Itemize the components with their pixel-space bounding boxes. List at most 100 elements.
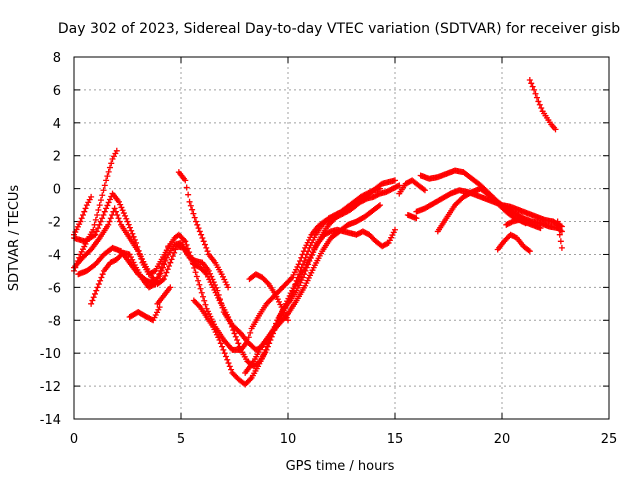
series-track-20 xyxy=(396,177,428,197)
data-point xyxy=(394,183,401,190)
data-point xyxy=(396,182,403,189)
data-point xyxy=(151,281,158,288)
data-point xyxy=(526,248,533,255)
data-point xyxy=(228,366,235,373)
data-point xyxy=(303,264,310,271)
data-point xyxy=(90,226,97,233)
data-point xyxy=(299,274,306,281)
data-point xyxy=(101,182,108,189)
data-point xyxy=(161,256,168,263)
data-point xyxy=(90,294,97,301)
data-point xyxy=(99,271,106,278)
data-point xyxy=(384,240,391,247)
data-point xyxy=(377,202,384,209)
data-point xyxy=(130,233,137,240)
data-point xyxy=(225,313,232,320)
data-point xyxy=(126,224,133,231)
data-point xyxy=(101,208,108,215)
series-track-7 xyxy=(126,304,163,324)
data-point xyxy=(262,346,269,353)
data-point xyxy=(200,238,207,245)
data-point xyxy=(99,192,106,199)
data-point xyxy=(125,221,132,228)
y-tick-label: -6 xyxy=(48,281,61,296)
data-point xyxy=(224,356,231,363)
data-point xyxy=(158,264,165,271)
data-point xyxy=(117,201,124,208)
data-point xyxy=(107,215,114,222)
series-track-11 xyxy=(246,271,291,324)
data-point xyxy=(199,235,206,241)
data-point xyxy=(163,247,170,254)
data-point xyxy=(236,343,243,350)
data-point xyxy=(154,274,161,281)
data-point xyxy=(165,243,172,250)
data-point xyxy=(103,205,110,212)
data-point xyxy=(81,208,88,215)
data-point xyxy=(113,147,120,154)
data-point xyxy=(193,273,200,280)
data-point xyxy=(311,246,318,253)
y-tick-label: -10 xyxy=(40,347,61,362)
data-point xyxy=(180,236,187,243)
data-point xyxy=(186,198,193,205)
data-point xyxy=(104,173,111,180)
data-point xyxy=(157,267,164,274)
data-point xyxy=(92,216,99,223)
data-point xyxy=(190,210,197,217)
data-point xyxy=(103,177,110,184)
data-point xyxy=(198,231,205,238)
series-track-6 xyxy=(88,243,172,307)
data-point xyxy=(162,272,169,279)
series-track-8 xyxy=(154,284,174,307)
y-tick-label: 8 xyxy=(53,51,61,66)
data-point xyxy=(98,274,105,281)
data-point xyxy=(308,252,315,259)
data-point xyxy=(392,226,398,233)
data-point xyxy=(200,293,207,300)
data-point xyxy=(167,284,174,291)
data-point xyxy=(264,279,271,286)
data-point xyxy=(196,228,203,235)
data-point xyxy=(94,284,101,291)
data-point xyxy=(104,202,111,209)
data-point xyxy=(106,218,113,225)
data-point xyxy=(99,215,106,222)
y-tick-label: -14 xyxy=(40,413,61,428)
data-point xyxy=(111,205,118,212)
data-point xyxy=(156,304,163,311)
data-point xyxy=(112,208,119,215)
data-point xyxy=(79,211,86,218)
data-point xyxy=(421,187,428,194)
data-point xyxy=(228,323,235,330)
data-point xyxy=(160,276,167,283)
data-point xyxy=(94,211,101,218)
y-tick-label: 4 xyxy=(53,117,61,132)
x-tick-label: 5 xyxy=(177,432,185,447)
data-point xyxy=(153,277,160,284)
chart-title: Day 302 of 2023, Sidereal Day-to-day VTE… xyxy=(58,21,620,37)
series-track-18 xyxy=(554,218,565,251)
data-point xyxy=(118,204,125,211)
data-point xyxy=(91,290,98,297)
data-point xyxy=(196,281,203,288)
data-point xyxy=(552,126,559,133)
data-point xyxy=(261,350,268,357)
data-point xyxy=(231,330,238,337)
data-point xyxy=(197,285,204,292)
data-point xyxy=(100,187,107,194)
data-point xyxy=(204,248,211,255)
data-point xyxy=(225,360,232,367)
data-point xyxy=(554,218,561,225)
data-point xyxy=(105,221,112,228)
data-point xyxy=(220,346,227,353)
data-point xyxy=(217,340,224,347)
series-track-17 xyxy=(503,216,529,228)
data-point xyxy=(234,337,241,344)
series-track-9 xyxy=(175,169,232,291)
data-point xyxy=(88,300,95,307)
data-point xyxy=(128,227,135,234)
plot-frame xyxy=(73,56,610,420)
data-point xyxy=(96,202,103,209)
data-point xyxy=(169,253,176,260)
